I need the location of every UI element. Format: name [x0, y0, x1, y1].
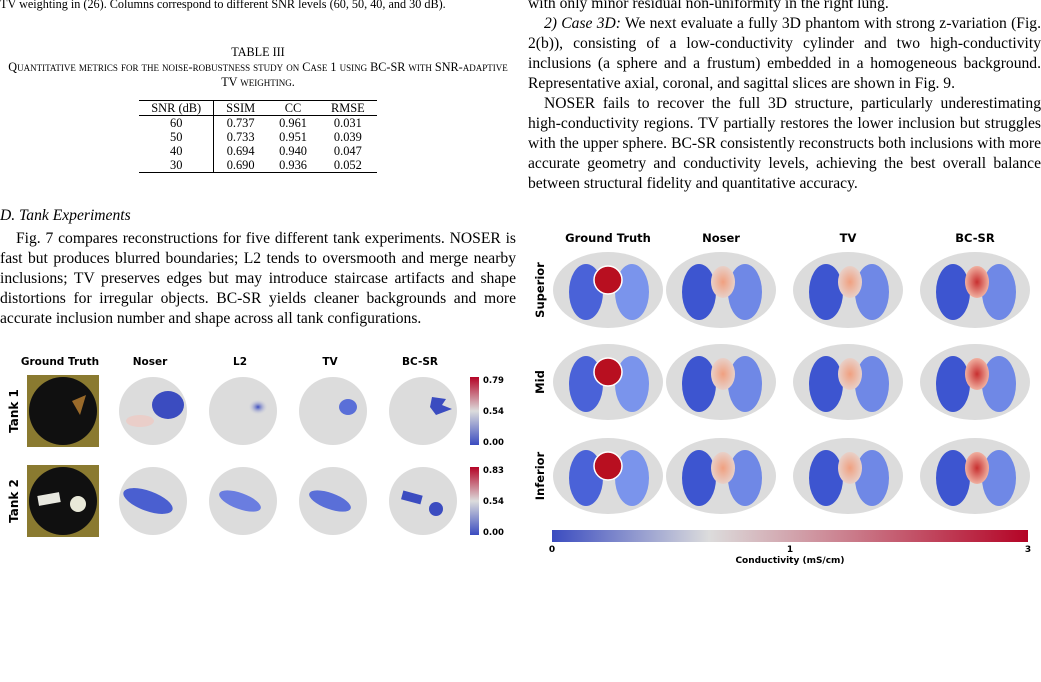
conductivity-colorbar	[552, 530, 1028, 542]
case-3d-paragraph: 2) Case 3D: We next evaluate a fully 3D …	[528, 14, 1041, 94]
table-cell: 0.047	[333, 144, 362, 158]
case-3d-text: We next evaluate a fully 3D phantom with…	[528, 15, 1041, 92]
tank-1-l2	[209, 377, 277, 445]
left-column: TV weighting in (26). Columns correspond…	[0, 0, 516, 549]
phantom-figure: Ground Truth Noser TV BC-SR Superior Mid…	[533, 231, 1031, 566]
slice-inferior-noser	[666, 438, 776, 514]
table-cell: 0.694	[226, 144, 255, 158]
slice-inferior-tv	[793, 438, 903, 514]
table-cell: 0.737	[226, 116, 255, 130]
table-cell: 0.690	[213, 158, 268, 173]
table-cell: 0.936	[267, 158, 319, 173]
row-label-tank-2: Tank 2	[7, 479, 21, 523]
table-cell: 0.031	[333, 116, 362, 130]
tank-1-tv	[299, 377, 367, 445]
tank-2-bcsr	[389, 467, 457, 535]
tank-1-colorbar	[470, 377, 479, 445]
row-label-superior: Superior	[533, 262, 547, 318]
tank-2-cb-max: 0.83	[483, 466, 504, 476]
table-cell: 30	[139, 158, 215, 173]
section-title: D. Tank Experiments	[0, 207, 131, 224]
table-row: 50 0.733 0.951 0.039	[139, 130, 377, 144]
header-cc: CC	[267, 100, 319, 116]
header-snr: SNR (dB)	[139, 100, 215, 116]
table-cell: 0.951	[279, 130, 307, 144]
section-paragraph: Fig. 7 compares reconstructions for five…	[0, 230, 516, 327]
tank-2-photo	[29, 467, 97, 535]
case-3d-label: 2) Case 3D:	[544, 15, 621, 32]
table-row: 40 0.694 0.940 0.047	[139, 144, 377, 158]
noser-paragraph: NOSER fails to recover the full 3D struc…	[528, 95, 1041, 192]
slice-mid-bcsr	[920, 344, 1030, 420]
tank-1-row: 0.79 0.54 0.00	[27, 375, 504, 448]
col-header-bcsr: BC-SR	[402, 356, 438, 368]
slice-superior-noser	[666, 252, 776, 328]
tank-1-bcsr	[389, 377, 457, 445]
slice-mid-ground-truth	[553, 344, 663, 420]
tank-1-cb-max: 0.79	[483, 376, 504, 386]
slice-mid-noser	[666, 344, 776, 420]
colorbar-tick-0: 0	[549, 545, 555, 555]
table-cell: 0.733	[226, 130, 255, 144]
tank-1-cb-mid: 0.54	[483, 407, 504, 417]
table-header-row: SNR (dB) SSIM CC RMSE	[139, 100, 377, 116]
slice-superior-tv	[793, 252, 903, 328]
phantom-col-ground-truth: Ground Truth	[565, 231, 651, 245]
slice-mid-tv	[793, 344, 903, 420]
col-header-noser: Noser	[133, 356, 168, 368]
row-label-inferior: Inferior	[533, 451, 547, 500]
tank-figure: Ground Truth Noser L2 TV BC-SR Tank 1 Ta…	[7, 356, 504, 538]
tank-2-cb-min: 0.00	[483, 528, 504, 538]
top-line: with only minor residual non-uniformity …	[528, 0, 889, 12]
table-cell: 0.961	[279, 116, 307, 130]
table-cell: 0.039	[333, 130, 362, 144]
table-cell: 0.940	[279, 144, 307, 158]
col-header-ground-truth: Ground Truth	[21, 356, 99, 368]
tank-1-noser-blob	[152, 391, 184, 419]
colorbar-tick-1: 1	[787, 545, 793, 555]
figure-caption-tail: TV weighting in (26). Columns correspond…	[0, 0, 446, 11]
slice-inferior-ground-truth	[553, 438, 663, 514]
colorbar-tick-3: 3	[1025, 545, 1031, 555]
tank-1-object	[72, 395, 86, 415]
tank-1-bcsr-object	[430, 397, 452, 415]
table-row: 30 0.690 0.936 0.052	[139, 158, 377, 173]
table-row: 60 0.737 0.961 0.031	[139, 115, 377, 130]
tank-2-colorbar	[470, 467, 479, 535]
row-label-tank-1: Tank 1	[7, 389, 21, 433]
tank-2-cb-mid: 0.54	[483, 497, 504, 507]
table-cell: 60	[139, 115, 215, 130]
header-ssim: SSIM	[213, 100, 268, 116]
header-rmse: RMSE	[319, 100, 377, 116]
colorbar-label: Conductivity (mS/cm)	[735, 556, 844, 566]
table-cell: 50	[139, 130, 215, 144]
table-caption: Quantitative metrics for the noise-robus…	[8, 60, 508, 89]
phantom-col-noser: Noser	[702, 231, 740, 245]
col-header-tv: TV	[322, 356, 338, 368]
slice-superior-bcsr	[920, 252, 1030, 328]
col-header-l2: L2	[233, 356, 247, 368]
phantom-col-tv: TV	[840, 231, 857, 245]
slice-inferior-bcsr	[920, 438, 1030, 514]
tank-2-row: 0.83 0.54 0.00	[27, 465, 504, 538]
tank-1-photo	[29, 377, 97, 445]
tank-1-cb-min: 0.00	[483, 438, 504, 448]
table-number: TABLE III	[231, 45, 285, 59]
table-cell: 0.052	[319, 158, 377, 173]
phantom-col-bcsr: BC-SR	[955, 231, 995, 245]
row-label-mid: Mid	[533, 370, 547, 394]
table-cell: 40	[139, 144, 215, 158]
metrics-table: SNR (dB) SSIM CC RMSE 60 0.737 0.961 0.0…	[139, 100, 377, 173]
right-column: with only minor residual non-uniformity …	[528, 0, 1041, 570]
slice-superior-ground-truth	[553, 252, 663, 328]
